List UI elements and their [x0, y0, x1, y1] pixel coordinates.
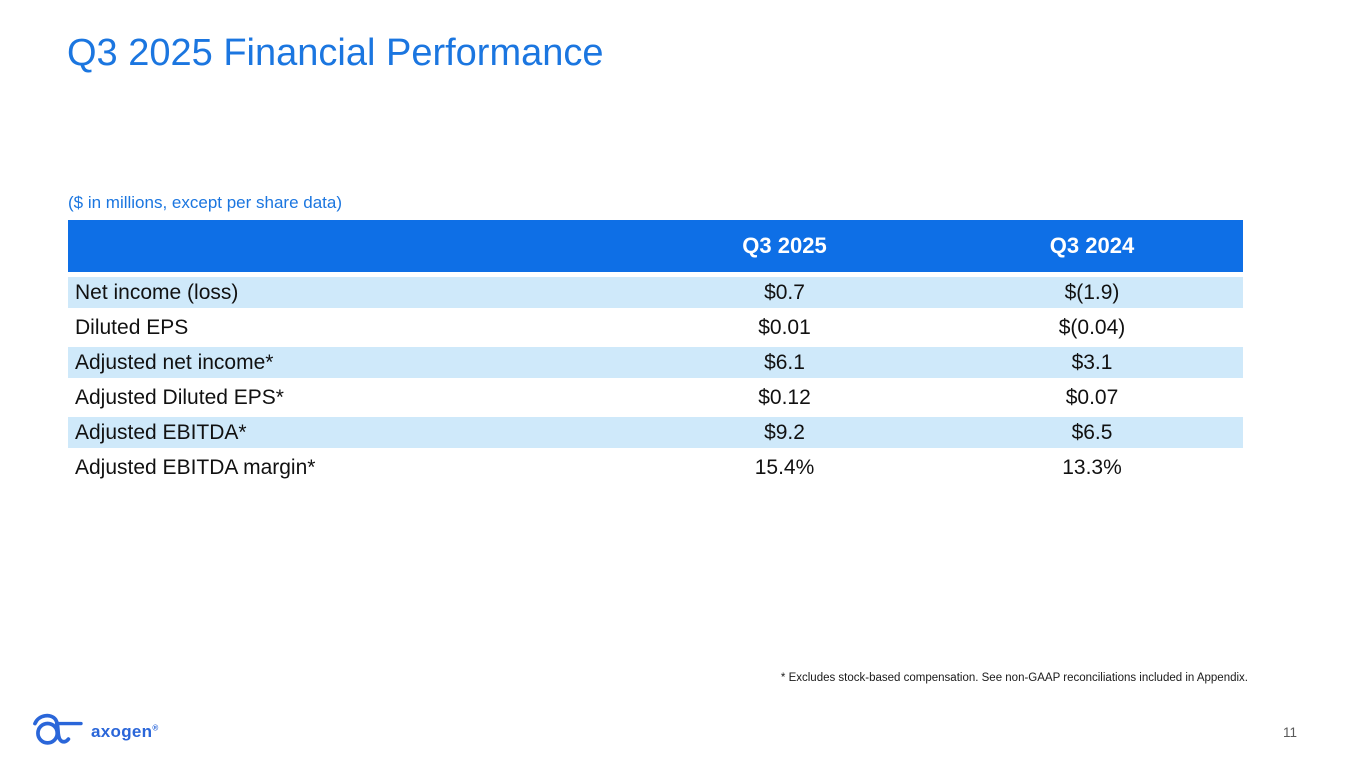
financial-table: Q3 2025 Q3 2024 Net income (loss) $0.7 $(1… [68, 220, 1243, 487]
table-row: Adjusted EBITDA margin* 15.4% 13.3% [68, 452, 1243, 483]
table-row: Net income (loss) $0.7 $(1.9) [68, 277, 1243, 308]
row-value: $0.01 [758, 315, 811, 339]
table-row: Adjusted EBITDA* $9.2 $6.5 [68, 417, 1243, 448]
row-value: $0.7 [764, 280, 805, 304]
company-logo: axogen® [32, 706, 159, 755]
page-title: Q3 2025 Financial Performance [67, 32, 604, 74]
row-value: 13.3% [1062, 455, 1122, 479]
row-label: Net income (loss) [75, 280, 239, 304]
footnote: * Excludes stock-based compensation. See… [780, 672, 1248, 684]
table-header-row: Q3 2025 Q3 2024 [68, 220, 1243, 272]
table-row: Adjusted Diluted EPS* $0.12 $0.07 [68, 382, 1243, 413]
table-header-q3-2024: Q3 2024 [1049, 233, 1135, 258]
row-value: $3.1 [1071, 350, 1113, 374]
row-value: $0.12 [758, 385, 811, 409]
units-note: ($ in millions, except per share data) [68, 193, 343, 212]
row-label: Adjusted Diluted EPS* [75, 385, 284, 409]
row-label: Adjusted EBITDA* [75, 420, 247, 444]
table-row: Adjusted net income* $6.1 $3.1 [68, 347, 1243, 378]
logo-wordmark: axogen® [91, 721, 159, 741]
row-label: Adjusted EBITDA margin* [75, 455, 316, 479]
axogen-logo-icon [32, 706, 84, 755]
row-label: Diluted EPS [75, 315, 189, 339]
row-value: $0.07 [1065, 385, 1119, 409]
row-value: $6.1 [764, 350, 805, 374]
row-value: $6.5 [1071, 420, 1113, 444]
table-header-q3-2025: Q3 2025 [742, 233, 827, 258]
row-value: $(1.9) [1064, 280, 1120, 304]
row-value: $(0.04) [1058, 315, 1126, 339]
table-body: Net income (loss) $0.7 $(1.9) Diluted EPS $0… [68, 277, 1243, 483]
page-number: 11 [1282, 725, 1297, 740]
row-value: 15.4% [754, 455, 815, 479]
row-value: $9.2 [764, 420, 805, 444]
row-label: Adjusted net income* [75, 350, 274, 374]
registered-trademark: ® [152, 722, 159, 732]
table-row: Diluted EPS $0.01 $(0.04) [68, 312, 1243, 343]
